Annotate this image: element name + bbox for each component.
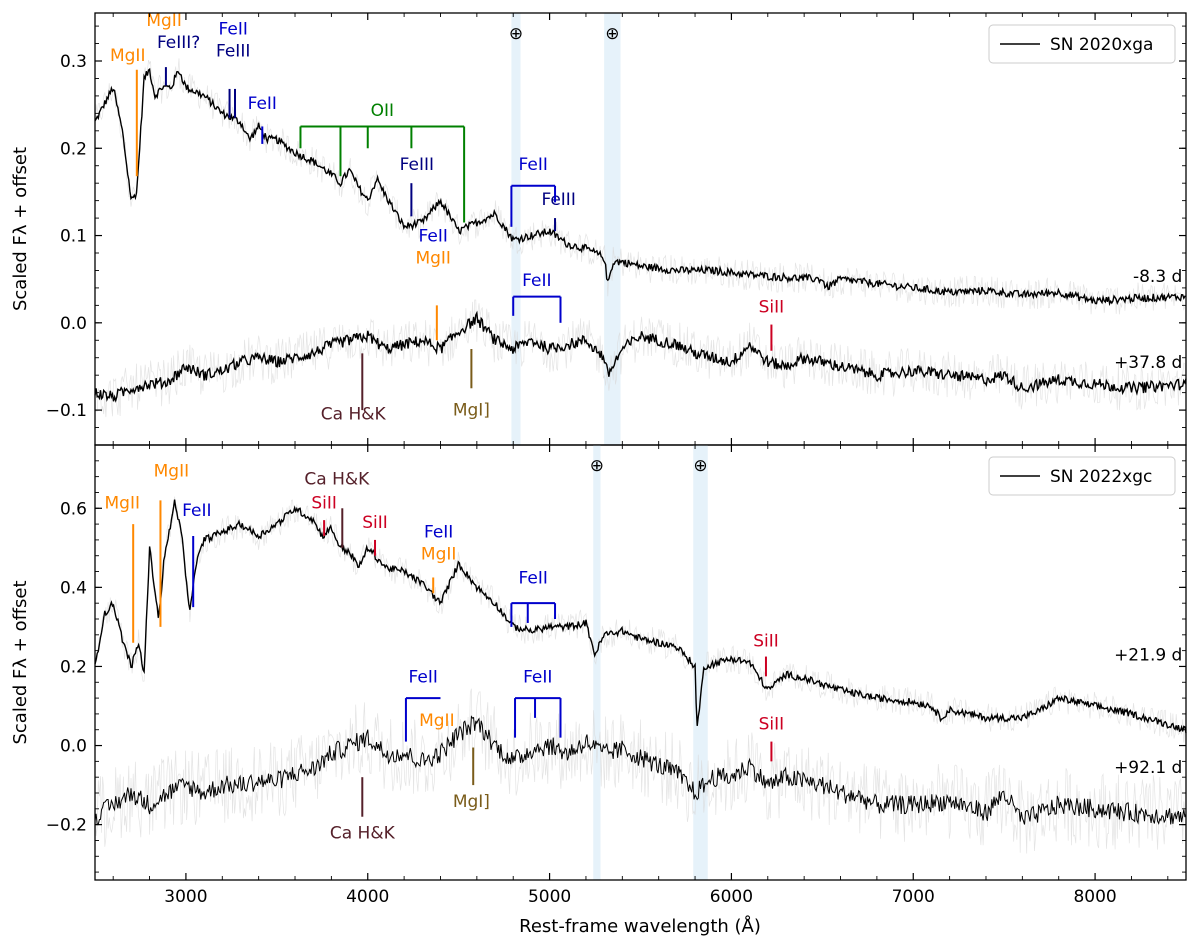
y-tick-label: 0.6 [60, 499, 87, 519]
line-label: MgII [146, 11, 182, 31]
spectrum-raw-1 [94, 688, 1187, 854]
y-tick-label: 0.0 [60, 737, 87, 757]
telluric-symbol: ⊕ [590, 456, 604, 476]
y-axis-title: Scaled Fλ + offset [10, 580, 31, 744]
epoch-label: +37.8 d [1114, 353, 1182, 373]
x-axis-title: Rest-frame wavelength (Å) [519, 915, 761, 937]
telluric-symbol: ⊕ [509, 24, 523, 44]
axes-frame [94, 444, 1187, 881]
y-tick-label: 0.1 [60, 227, 87, 247]
spectrum-raw-0 [94, 58, 1187, 315]
line-label: Ca H&K [330, 824, 396, 844]
top-panel: ⊕ ⊕MgIIMgIIFeIII?FeIIFeIIIFeIIFeIIIFeIIMg… [10, 11, 1187, 446]
y-tick-label: −0.2 [46, 816, 87, 836]
line-label: MgI] [453, 792, 490, 812]
legend-label: SN 2020xga [1050, 35, 1153, 55]
line-label: FeII [424, 523, 453, 543]
line-label: FeIII [400, 155, 434, 175]
y-tick-label: 0.4 [60, 578, 87, 598]
telluric-band [593, 445, 601, 880]
spectrum-line-0 [94, 67, 1187, 307]
line-label: Ca H&K [321, 405, 387, 425]
line-label: FeIII? [157, 33, 200, 53]
bracket-label: FeII [523, 667, 552, 687]
line-label: MgII [419, 711, 455, 731]
bracket-label: FeII [409, 667, 438, 687]
line-label: MgII [110, 46, 146, 66]
spectrum-raw-0 [94, 496, 1187, 743]
telluric-symbol: ⊕ [605, 24, 619, 44]
y-axis-title: Scaled Fλ + offset [10, 147, 31, 311]
line-label: MgII [154, 462, 190, 482]
telluric-band [693, 445, 708, 880]
telluric-symbol: ⊕ [693, 456, 707, 476]
spectrum-line-1 [94, 310, 1187, 403]
line-label: MgII [105, 493, 141, 513]
line-label: FeII [182, 501, 211, 521]
spectrum-line-1 [94, 715, 1187, 826]
bracket-label: FeII [519, 568, 548, 588]
x-tick-label: 3000 [164, 887, 207, 907]
x-tick-label: 7000 [892, 887, 935, 907]
epoch-label: +21.9 d [1114, 646, 1182, 666]
line-label: SiII [753, 632, 779, 652]
line-label: FeII [219, 20, 248, 40]
y-tick-label: 0.3 [60, 52, 87, 72]
line-label: FeII [248, 94, 277, 114]
line-label: MgII [415, 248, 451, 268]
epoch-label: -8.3 d [1133, 267, 1182, 287]
legend-box [988, 456, 1176, 496]
legend-label: SN 2022xgc [1050, 467, 1152, 487]
x-tick-label: 8000 [1073, 887, 1116, 907]
y-tick-label: 0.0 [60, 314, 87, 334]
bracket-label: FeII [522, 271, 551, 291]
x-tick-label: 5000 [528, 887, 571, 907]
bracket-label: FeII [519, 155, 548, 175]
axes-frame [94, 12, 1187, 446]
line-label: Ca H&K [304, 470, 370, 490]
telluric-band [604, 13, 621, 445]
legend-box [988, 24, 1176, 64]
legend: SN 2022xgc [988, 456, 1176, 496]
x-tick-label: 6000 [710, 887, 753, 907]
bracket-label: OII [371, 101, 394, 121]
x-tick-label: 4000 [346, 887, 389, 907]
line-label: FeIII [216, 42, 250, 62]
legend: SN 2020xga [988, 24, 1176, 64]
line-label: FeIII [541, 190, 575, 210]
y-tick-label: 0.2 [60, 139, 87, 159]
y-tick-label: 0.2 [60, 657, 87, 677]
line-label: MgI] [453, 400, 490, 420]
line-label: SiII [759, 715, 785, 735]
spectrum-line-0 [94, 499, 1187, 734]
epoch-label: +92.1 d [1114, 758, 1182, 778]
line-label: SiII [759, 297, 785, 317]
line-label: FeII [419, 226, 448, 246]
line-label: SiII [311, 493, 337, 513]
line-label: SiII [362, 513, 388, 533]
y-tick-label: −0.1 [46, 401, 87, 421]
line-label: MgII [421, 545, 457, 565]
